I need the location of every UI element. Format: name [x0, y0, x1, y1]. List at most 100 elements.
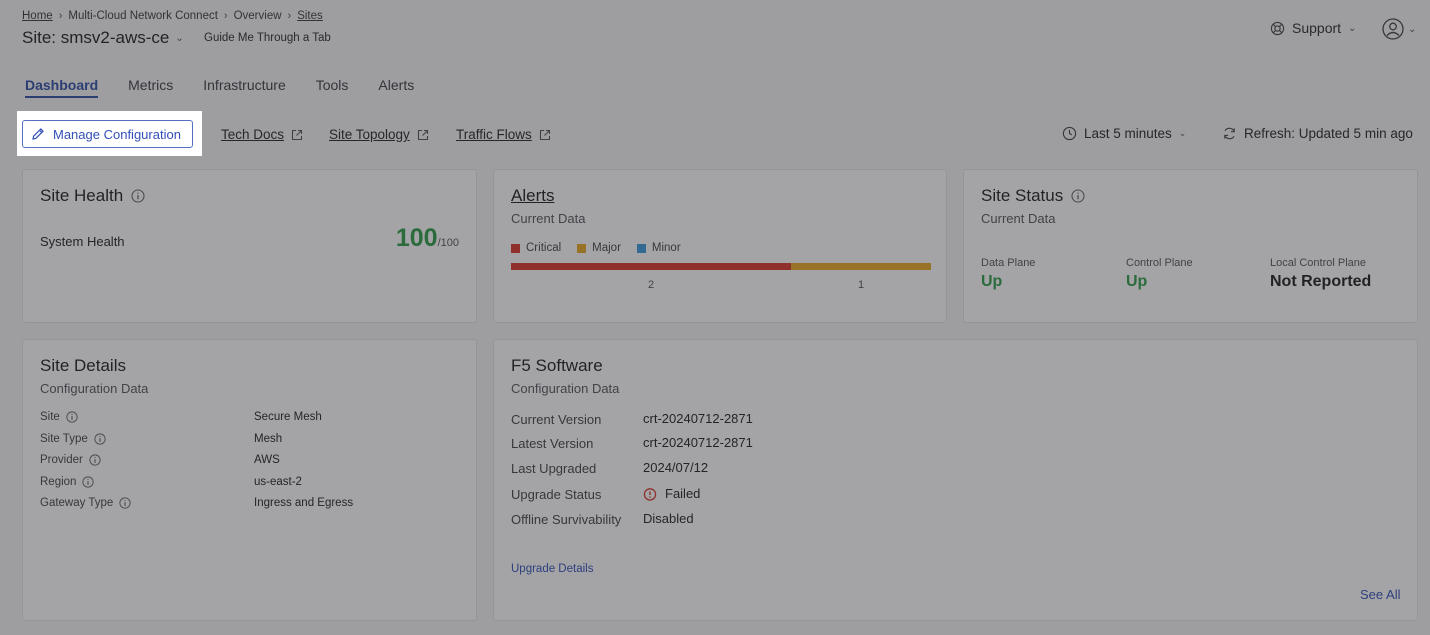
sw-value-upgrade-status: Failed	[643, 486, 700, 501]
sw-value-current-version: crt-20240712-2871	[643, 411, 753, 426]
time-range-picker[interactable]: Last 5 minutes ⌄	[1062, 126, 1186, 141]
tab-alerts[interactable]: Alerts	[378, 77, 415, 93]
bar-segment-major[interactable]	[790, 263, 931, 270]
manage-configuration-label: Manage Configuration	[53, 126, 181, 142]
f5-software-title: F5 Software	[511, 356, 603, 375]
legend-major-label: Major	[592, 242, 621, 254]
info-icon[interactable]	[66, 411, 78, 423]
refresh-button[interactable]: Refresh: Updated 5 min ago	[1222, 126, 1413, 141]
site-selector[interactable]: Site: smsv2-aws-ce ⌄	[22, 28, 184, 48]
sw-label-offline-survivability: Offline Survivability	[511, 512, 622, 527]
info-icon[interactable]	[82, 476, 95, 488]
tab-tools[interactable]: Tools	[315, 77, 349, 93]
chevron-right-icon: ›	[223, 10, 228, 22]
guide-me-link[interactable]: Guide Me Through a Tab	[204, 32, 331, 44]
chevron-right-icon: ›	[58, 10, 63, 22]
alerts-card: Alerts Current Data Critical Major Minor…	[493, 169, 947, 323]
f5-software-subtitle: Configuration Data	[511, 381, 620, 396]
breadcrumb-app[interactable]: Multi-Cloud Network Connect	[68, 10, 218, 22]
info-icon[interactable]	[94, 433, 106, 445]
site-status-title: Site Status	[981, 186, 1085, 206]
refresh-icon	[1224, 127, 1235, 140]
user-avatar-icon	[1382, 18, 1404, 40]
see-all-link[interactable]: See All	[1360, 587, 1401, 602]
lifebuoy-icon	[1270, 21, 1285, 35]
chevron-down-icon: ⌄	[1408, 23, 1417, 35]
tech-docs-link[interactable]: Tech Docs	[221, 127, 303, 142]
breadcrumb: Home › Multi-Cloud Network Connect › Ove…	[22, 10, 323, 22]
health-score-max: /100	[437, 237, 459, 249]
chevron-right-icon: ›	[287, 10, 292, 22]
alerts-subtitle: Current Data	[511, 211, 586, 226]
major-count: 1	[858, 279, 865, 291]
site-details-card: Site Details Configuration Data Site Sec…	[22, 339, 477, 621]
upgrade-details-link[interactable]: Upgrade Details	[511, 563, 594, 575]
site-status-card: Site Status Current Data Data Plane Up C…	[963, 169, 1418, 323]
sw-value-text: crt-20240712-2871	[643, 435, 753, 450]
refresh-label: Refresh: Updated 5 min ago	[1244, 126, 1413, 141]
sw-value-text: Disabled	[643, 511, 694, 526]
alerts-stacked-bar	[511, 263, 931, 270]
info-icon[interactable]	[1071, 189, 1085, 203]
system-health-label: System Health	[40, 234, 125, 249]
tab-bar: Dashboard Metrics Infrastructure Tools A…	[25, 77, 414, 98]
legend-minor-label: Minor	[651, 242, 681, 254]
sw-value-last-upgraded: 2024/07/12	[643, 460, 708, 475]
health-score-value: 100	[395, 224, 438, 252]
data-plane-status: Data Plane Up	[981, 257, 1035, 291]
failed-alert-icon	[643, 487, 657, 501]
sw-label-upgrade-status: Upgrade Status	[511, 487, 602, 502]
local-control-plane-label: Local Control Plane	[1270, 257, 1367, 269]
alerts-title[interactable]: Alerts	[511, 186, 554, 206]
sw-value-latest-version: crt-20240712-2871	[643, 435, 753, 450]
sw-value-text: 2024/07/12	[643, 460, 709, 475]
control-plane-status: Control Plane Up	[1126, 257, 1193, 291]
traffic-flows-label: Traffic Flows	[456, 127, 532, 142]
chevron-down-icon: ⌄	[175, 32, 184, 44]
detail-label-provider: Provider	[40, 454, 101, 466]
control-plane-label: Control Plane	[1126, 257, 1193, 269]
site-status-title-text: Site Status	[981, 186, 1064, 205]
tab-metrics[interactable]: Metrics	[128, 77, 174, 93]
user-menu[interactable]: ⌄	[1382, 18, 1416, 40]
detail-label-text: Site	[40, 411, 60, 423]
sw-value-offline-survivability: Disabled	[643, 511, 694, 526]
sw-value-text: Failed	[665, 486, 701, 501]
detail-label-text: Region	[40, 476, 77, 488]
chevron-down-icon: ⌄	[1178, 128, 1187, 138]
system-health-score: 100 /100	[396, 224, 459, 253]
site-topology-link[interactable]: Site Topology	[329, 127, 429, 142]
support-menu[interactable]: Support ⌄	[1270, 20, 1356, 36]
sw-label-last-upgraded: Last Upgraded	[511, 461, 597, 476]
sw-label-latest-version: Latest Version	[511, 436, 594, 451]
control-plane-value: Up	[1126, 273, 1148, 290]
tab-dashboard[interactable]: Dashboard	[25, 77, 99, 98]
breadcrumb-home[interactable]: Home	[22, 10, 53, 22]
detail-label-site-type: Site Type	[40, 433, 106, 445]
detail-value-gateway-type: Ingress and Egress	[254, 497, 354, 509]
info-icon[interactable]	[119, 497, 131, 509]
site-health-title-text: Site Health	[40, 186, 124, 205]
traffic-flows-link[interactable]: Traffic Flows	[456, 127, 551, 142]
detail-label-text: Site Type	[40, 433, 88, 445]
breadcrumb-sites[interactable]: Sites	[297, 10, 323, 22]
chevron-down-icon: ⌄	[1348, 22, 1357, 34]
local-control-plane-value: Not Reported	[1270, 273, 1372, 290]
alerts-legend: Critical Major Minor	[511, 242, 681, 254]
manage-configuration-button[interactable]: Manage Configuration	[22, 120, 193, 148]
tab-infrastructure[interactable]: Infrastructure	[203, 77, 286, 93]
site-details-subtitle: Configuration Data	[40, 381, 149, 396]
detail-label-region: Region	[40, 476, 95, 488]
critical-swatch	[511, 243, 520, 253]
breadcrumb-overview[interactable]: Overview	[233, 10, 282, 22]
external-link-icon	[291, 129, 303, 140]
f5-software-card: F5 Software Configuration Data Current V…	[493, 339, 1418, 621]
time-range-label: Last 5 minutes	[1084, 126, 1172, 141]
bar-segment-critical[interactable]	[511, 263, 791, 270]
major-swatch	[577, 243, 587, 253]
pencil-icon	[32, 128, 44, 140]
data-plane-label: Data Plane	[981, 257, 1036, 269]
detail-label-text: Gateway Type	[40, 497, 114, 509]
info-icon[interactable]	[131, 189, 145, 203]
info-icon[interactable]	[89, 454, 101, 466]
